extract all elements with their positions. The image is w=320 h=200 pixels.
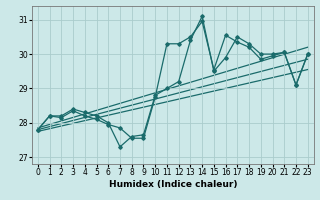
X-axis label: Humidex (Indice chaleur): Humidex (Indice chaleur) bbox=[108, 180, 237, 189]
